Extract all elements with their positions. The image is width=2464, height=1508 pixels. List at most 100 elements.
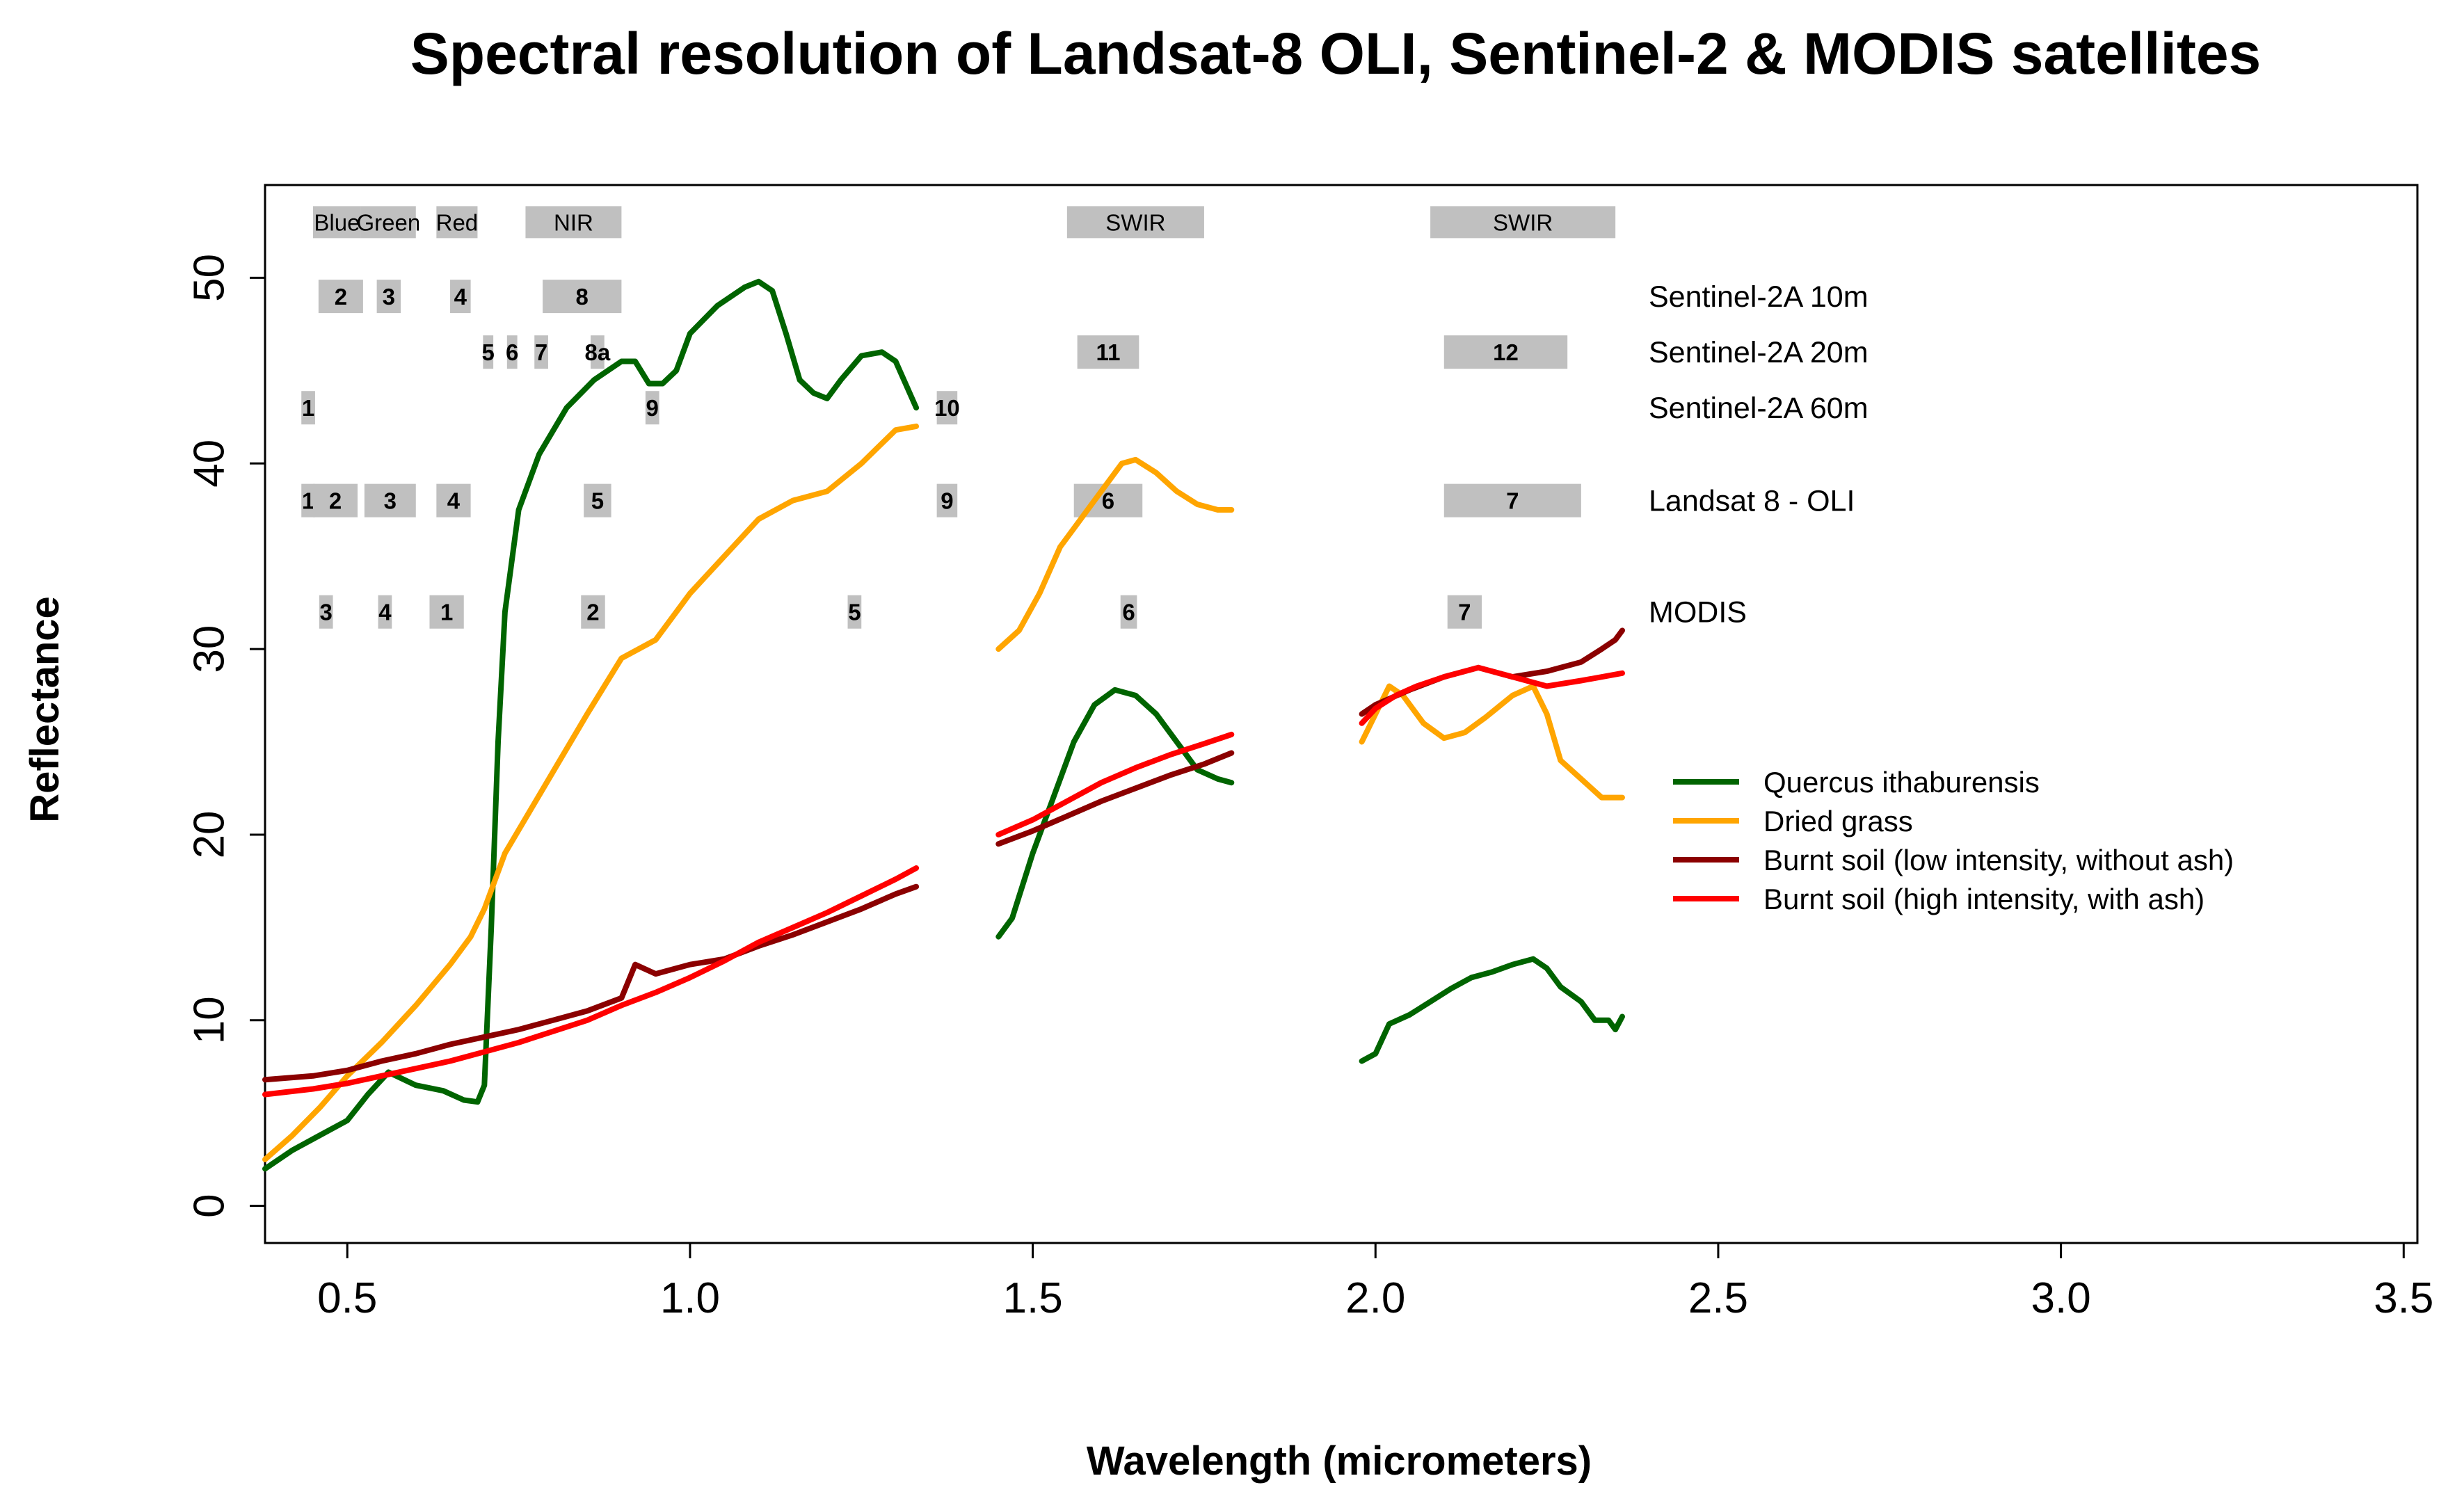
sensor-row-label: MODIS	[1649, 596, 1747, 629]
band-box	[319, 595, 333, 629]
band-box	[376, 280, 401, 314]
band-box	[534, 335, 548, 369]
series-line	[995, 456, 1235, 652]
band-label: 7	[1506, 488, 1519, 514]
x-tick-label: 3.0	[2031, 1274, 2091, 1322]
band-label: 2	[335, 284, 347, 310]
band-label: 4	[447, 488, 461, 514]
legend-label: Burnt soil (high intensity, with ash)	[1763, 883, 2205, 915]
legend-label: Burnt soil (low intensity, without ash)	[1763, 844, 2234, 876]
region-text: NIR	[554, 209, 593, 235]
band-box	[436, 483, 471, 518]
region-text: Blue	[314, 209, 360, 235]
band-label: 6	[1102, 488, 1114, 514]
band-box	[429, 595, 464, 629]
sensor-row-label: Sentinel-2A 60m	[1649, 392, 1869, 425]
band-label: 10	[934, 395, 960, 421]
band-label: 11	[1096, 339, 1121, 365]
x-axis-title: Wavelength (micrometers)	[1087, 1438, 1592, 1484]
series-line	[1359, 956, 1625, 1064]
band-label: 5	[591, 488, 604, 514]
legend-label: Quercus ithaburensis	[1763, 766, 2040, 799]
series-line	[1359, 664, 1625, 726]
band-box	[1443, 483, 1581, 518]
x-tick-label: 2.0	[1345, 1274, 1405, 1322]
band-box	[581, 595, 605, 629]
region-box	[1066, 206, 1204, 239]
sensor-row-landsat-8-oli: 1 2 3 4 5 9 6 7 Landsat 8 - OLI	[301, 483, 1855, 518]
band-box	[936, 391, 958, 425]
band-box	[450, 280, 471, 314]
band-box	[936, 483, 958, 518]
x-tick-label: 3.5	[2374, 1274, 2433, 1322]
region-box	[360, 206, 416, 239]
legend-item: Burnt soil (high intensity, with ash)	[1673, 883, 2205, 915]
band-label: 8a	[585, 339, 611, 365]
series-2	[262, 423, 1625, 1162]
band-box	[483, 335, 494, 369]
region-box	[525, 206, 622, 239]
sensor-row-sentinel-2a-60m: 1 9 10 Sentinel-2A 60m	[301, 391, 1869, 425]
plot-frame	[264, 184, 2419, 1244]
sensor-row-label: Sentinel-2A 10m	[1649, 280, 1869, 314]
band-label: 2	[329, 488, 342, 514]
y-axis-title: Reflectance	[22, 596, 67, 823]
region-label-blue: Blue	[312, 206, 361, 239]
band-label: 6	[506, 339, 518, 365]
sensor-row-label: Sentinel-2A 20m	[1649, 336, 1869, 369]
band-label: 1	[440, 600, 453, 625]
band-box	[318, 280, 363, 314]
band-label: 8	[576, 284, 589, 310]
y-tick-label: 30	[186, 625, 234, 673]
y-tick-label: 50	[186, 254, 234, 302]
region-box	[436, 206, 478, 239]
legend-item: Quercus ithaburensis	[1673, 766, 2040, 799]
y-tick-label: 10	[186, 996, 234, 1044]
series-line	[995, 731, 1235, 837]
band-box	[1077, 335, 1139, 369]
region-label-nir: NIR	[525, 206, 622, 239]
band-box	[1120, 595, 1137, 629]
band-box	[1447, 595, 1482, 629]
series-line	[262, 423, 920, 1162]
band-label: 4	[454, 284, 467, 310]
y-tick-label: 20	[186, 810, 234, 858]
band-box	[301, 391, 315, 425]
band-box	[378, 595, 392, 629]
band-box	[645, 391, 659, 425]
x-tick-label: 2.5	[1688, 1274, 1748, 1322]
legend-item: Burnt soil (low intensity, without ash)	[1673, 844, 2234, 876]
legend-item: Dried grass	[1673, 805, 1913, 837]
legend-label: Dried grass	[1763, 805, 1913, 837]
band-label: 3	[383, 284, 395, 310]
band-box	[506, 335, 518, 369]
band-label: 7	[1458, 600, 1471, 625]
region-text: SWIR	[1105, 209, 1165, 235]
x-tick-label: 1.0	[660, 1274, 720, 1322]
x-tick-label: 0.5	[317, 1274, 377, 1322]
band-label: 6	[1122, 600, 1135, 625]
series-line	[262, 278, 920, 1172]
band-label: 7	[535, 339, 547, 365]
x-tick-label: 1.5	[1002, 1274, 1062, 1322]
band-box	[847, 595, 862, 629]
band-label: 3	[384, 488, 397, 514]
band-box	[301, 483, 315, 518]
series-4	[262, 664, 1625, 1098]
band-label: 9	[941, 488, 953, 514]
band-label: 3	[320, 600, 333, 625]
band-label: 5	[848, 600, 861, 625]
band-box	[591, 335, 605, 369]
band-box	[584, 483, 611, 518]
band-box	[364, 483, 416, 518]
band-box	[543, 280, 622, 314]
band-box	[312, 483, 358, 518]
y-tick-label: 40	[186, 440, 234, 488]
region-label-swir: SWIR	[1430, 206, 1616, 239]
sensor-row-sentinel-2a-10m: 2 3 4 8 Sentinel-2A 10m	[318, 280, 1869, 314]
band-label: 4	[378, 600, 392, 625]
region-box	[312, 206, 361, 239]
series-line	[262, 883, 920, 1083]
band-label: 1	[302, 488, 314, 514]
